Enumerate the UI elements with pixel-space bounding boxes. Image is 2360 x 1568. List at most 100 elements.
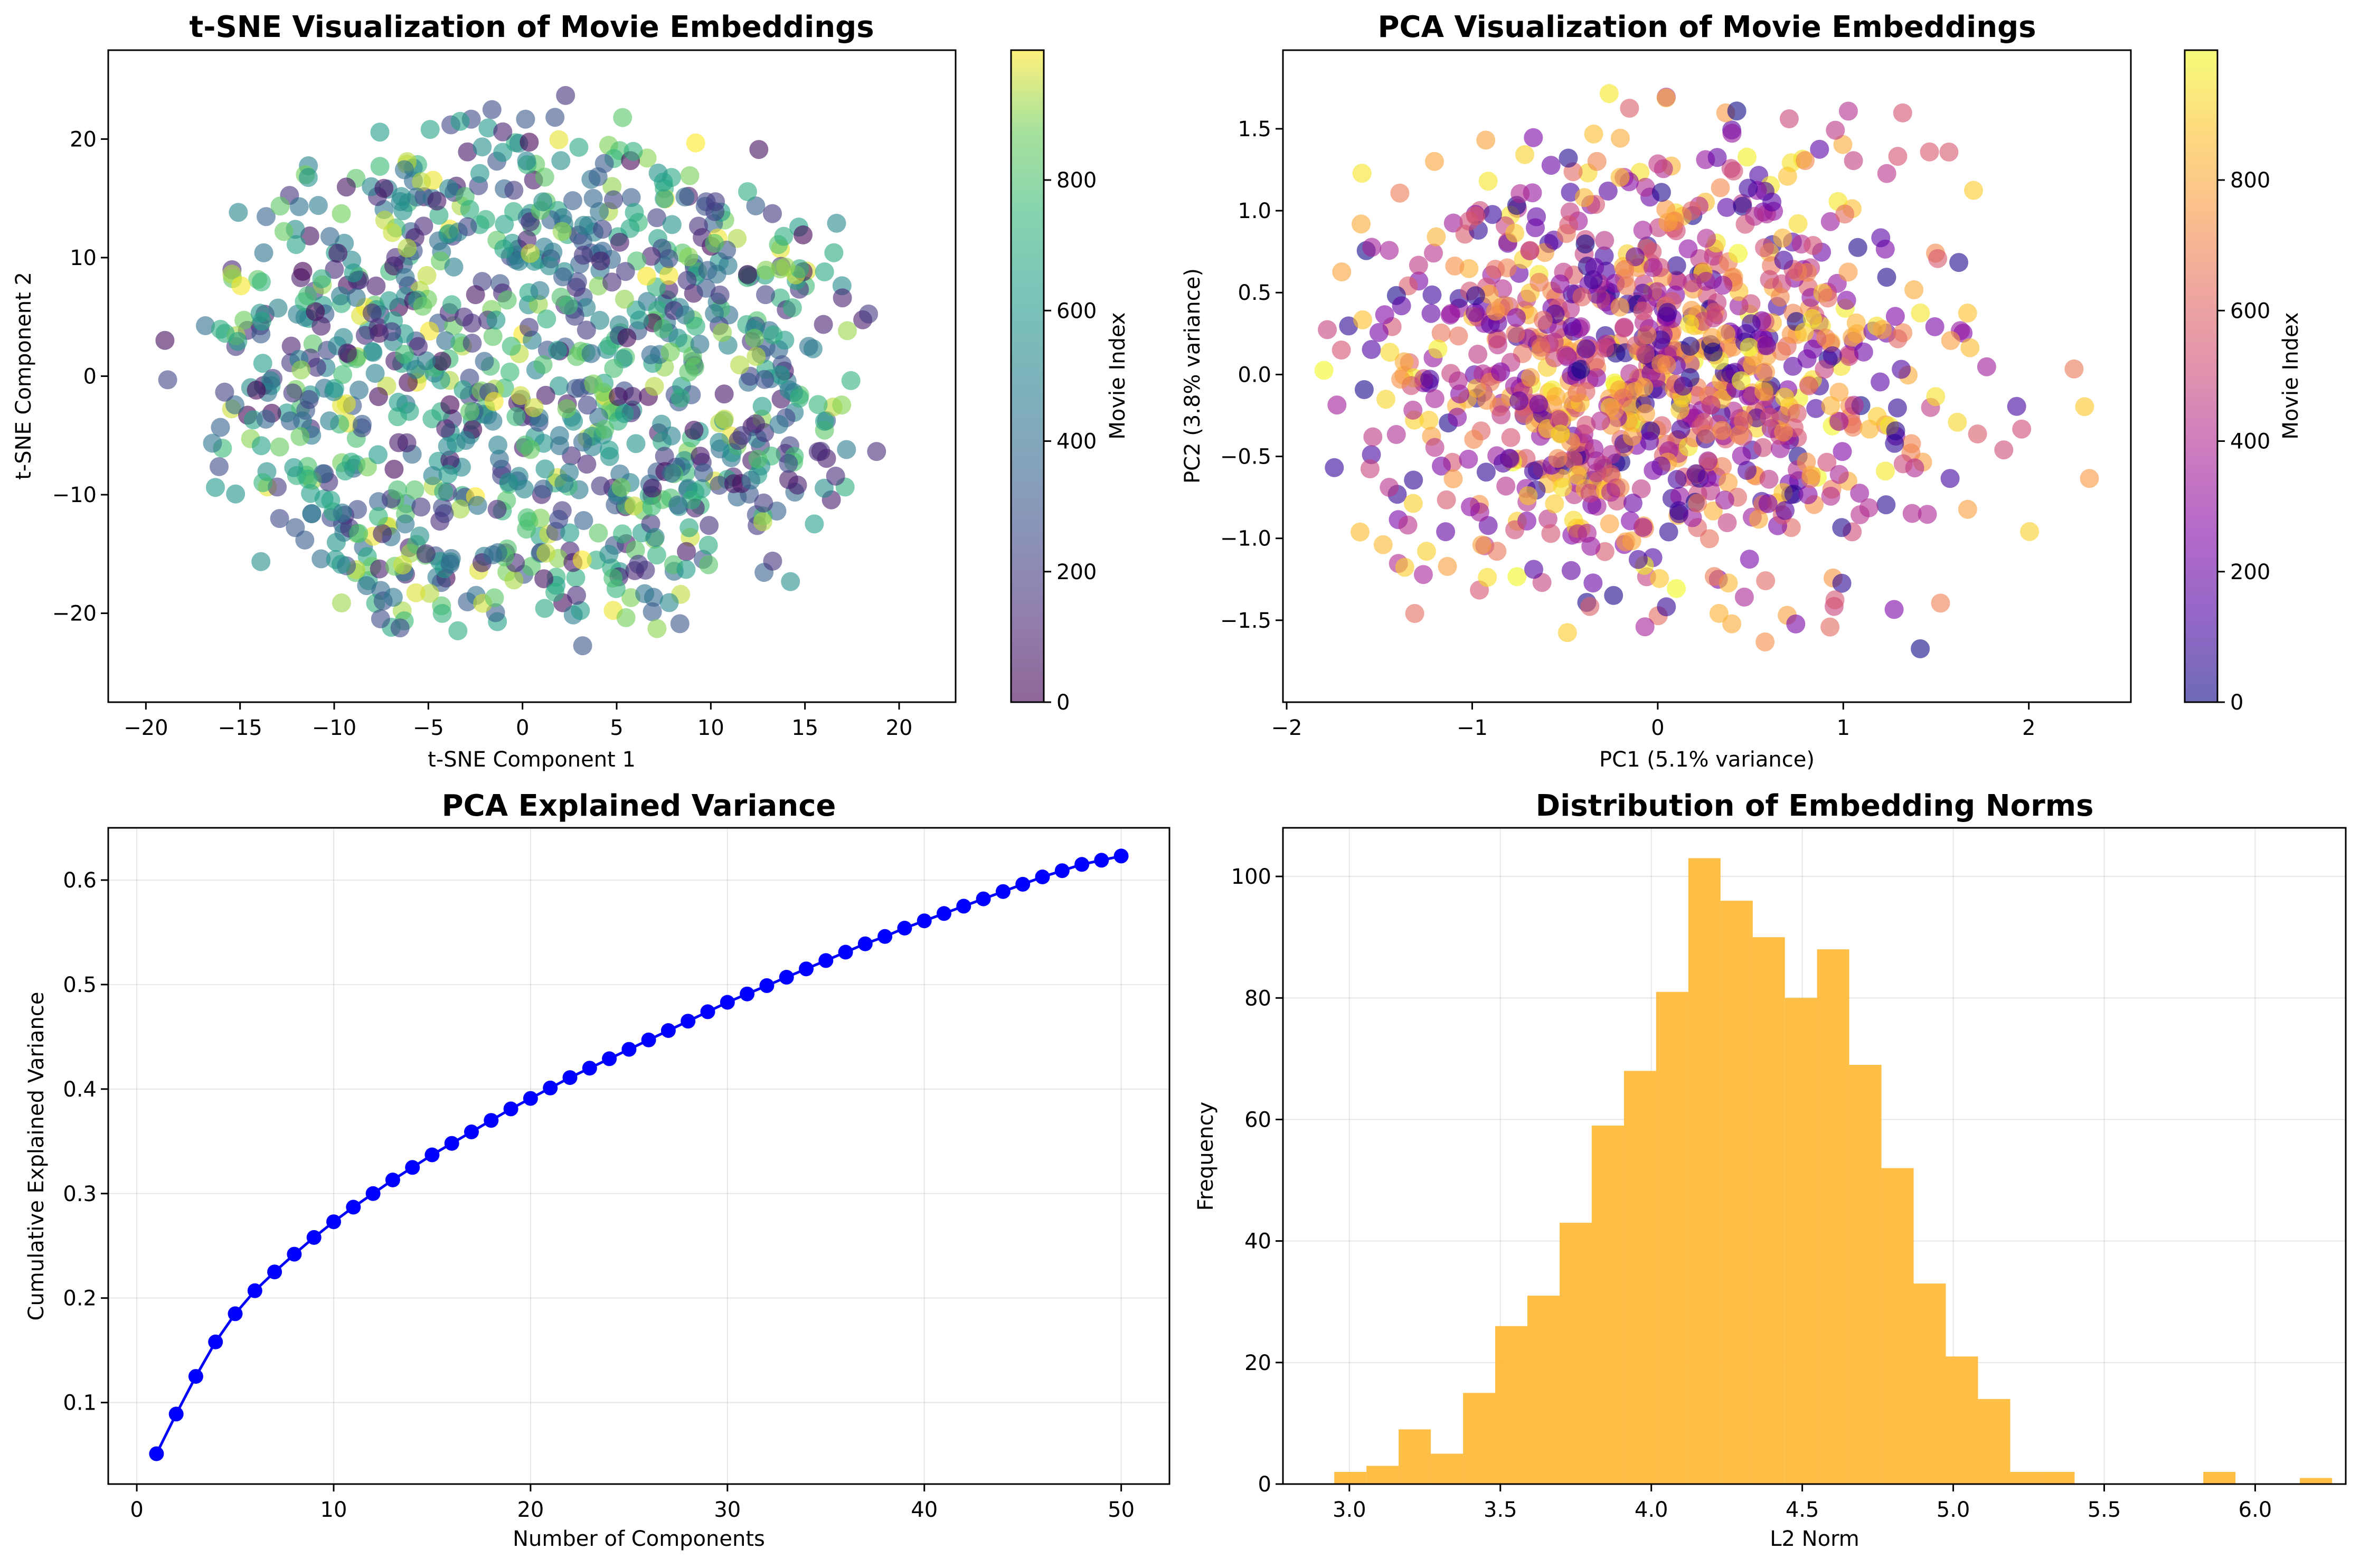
pca-point [1438,556,1457,576]
pca-point [1545,494,1564,514]
tsne-point [473,137,492,157]
tsne-point [566,379,586,398]
pca-point [1964,181,1983,200]
tsne-point [815,412,834,431]
norms-bar [1560,1223,1592,1484]
pca-point [1707,293,1727,313]
tsne-point [698,535,718,555]
pca-point [1633,221,1653,240]
pca-point [1759,469,1779,489]
pca-point [1701,395,1721,415]
pca-point [1686,464,1706,484]
pca-point [1775,388,1795,407]
tsne-point [680,166,700,185]
tsne-point [536,543,556,563]
tsne-point [484,392,504,411]
tsne-point [350,380,369,400]
pca-point [1553,477,1572,497]
pca-point [1795,323,1814,342]
variance-point [956,899,971,914]
tsne-point [654,172,673,192]
x-tick-label: 5.5 [2088,1498,2121,1522]
pca-point [1524,560,1543,579]
norms-bar [1720,901,1753,1484]
tsne-point [458,142,477,162]
tsne-point [450,111,470,131]
pca-point [1756,362,1776,382]
norms-bar [1752,937,1785,1484]
tsne-point [395,345,414,364]
pca-point [1354,380,1374,399]
pca-point [1820,617,1840,637]
tsne-point [384,459,404,479]
tsne-point [609,387,628,407]
pca-point [1741,314,1761,334]
pca-point [1491,362,1511,382]
tsne-point [462,334,482,353]
tsne-point [535,459,555,479]
norms-bar [1495,1326,1527,1484]
tsne-colorbar-frame [1010,49,1045,703]
norms-ticks: 3.0 3.5 4.0 4.5 5.0 5.5 6.0 0 20 40 60 80 100 [1231,865,2272,1522]
pca-point [1651,354,1670,373]
tsne-point [841,371,861,390]
tsne-point [444,257,464,277]
pca-point [1674,376,1693,396]
tsne-point [466,285,485,305]
pca-point [1722,614,1742,634]
pca-point [1848,238,1867,257]
pca-point [1715,490,1734,510]
tsne-point [298,469,318,489]
pca-point [1700,529,1719,549]
tsne-point [370,559,389,579]
pca-point [1968,424,1987,443]
pca-point [1753,438,1773,457]
tsne-point [589,523,608,543]
pca-point [1572,287,1592,307]
tsne-point [533,192,553,212]
pca-point [1351,522,1370,542]
pca-point [1550,274,1570,294]
y-tick-label: 0.1 [63,1391,97,1415]
pca-point [1731,371,1751,391]
pca-point [1755,632,1775,651]
pca-point [1610,167,1630,187]
pca-point [1928,249,1948,268]
tsne-point [268,477,287,497]
tsne-point [308,196,328,215]
tsne-point [226,484,246,504]
pca-point [1659,522,1678,542]
tsne-point [196,316,215,335]
tsne-point [397,433,417,452]
colorbar-tick-label: 0 [1056,691,1070,715]
pca-point [1318,320,1337,339]
pca-point [1380,343,1400,362]
y-tick-label: 0.6 [63,868,97,893]
tsne-point [210,457,229,476]
tsne-point [738,265,757,284]
tsne-point [724,474,743,494]
pca-point [1839,347,1859,366]
tsne-point [215,324,235,343]
pca-point [1778,166,1797,186]
tsne-point [478,118,498,138]
pca-point [1911,303,1930,323]
pca-point [1478,568,1497,587]
tsne-point [301,484,320,503]
tsne-point [536,385,555,405]
tsne-point [662,464,681,483]
norms-bar [1527,1296,1560,1484]
tsne-point [700,516,719,535]
pca-point [1557,623,1577,643]
pca-point [1380,478,1399,497]
pca-point [1776,501,1795,520]
tsne-point [383,223,402,242]
norms-bar [1366,1466,1399,1484]
tsne-point [645,376,664,396]
pca-point [1667,256,1686,276]
tsne-point [763,551,782,571]
pca-point [1369,323,1389,342]
tsne-xlabel: t-SNE Component 1 [428,748,636,772]
tsne-point [660,342,680,362]
pca-point [1568,383,1587,403]
